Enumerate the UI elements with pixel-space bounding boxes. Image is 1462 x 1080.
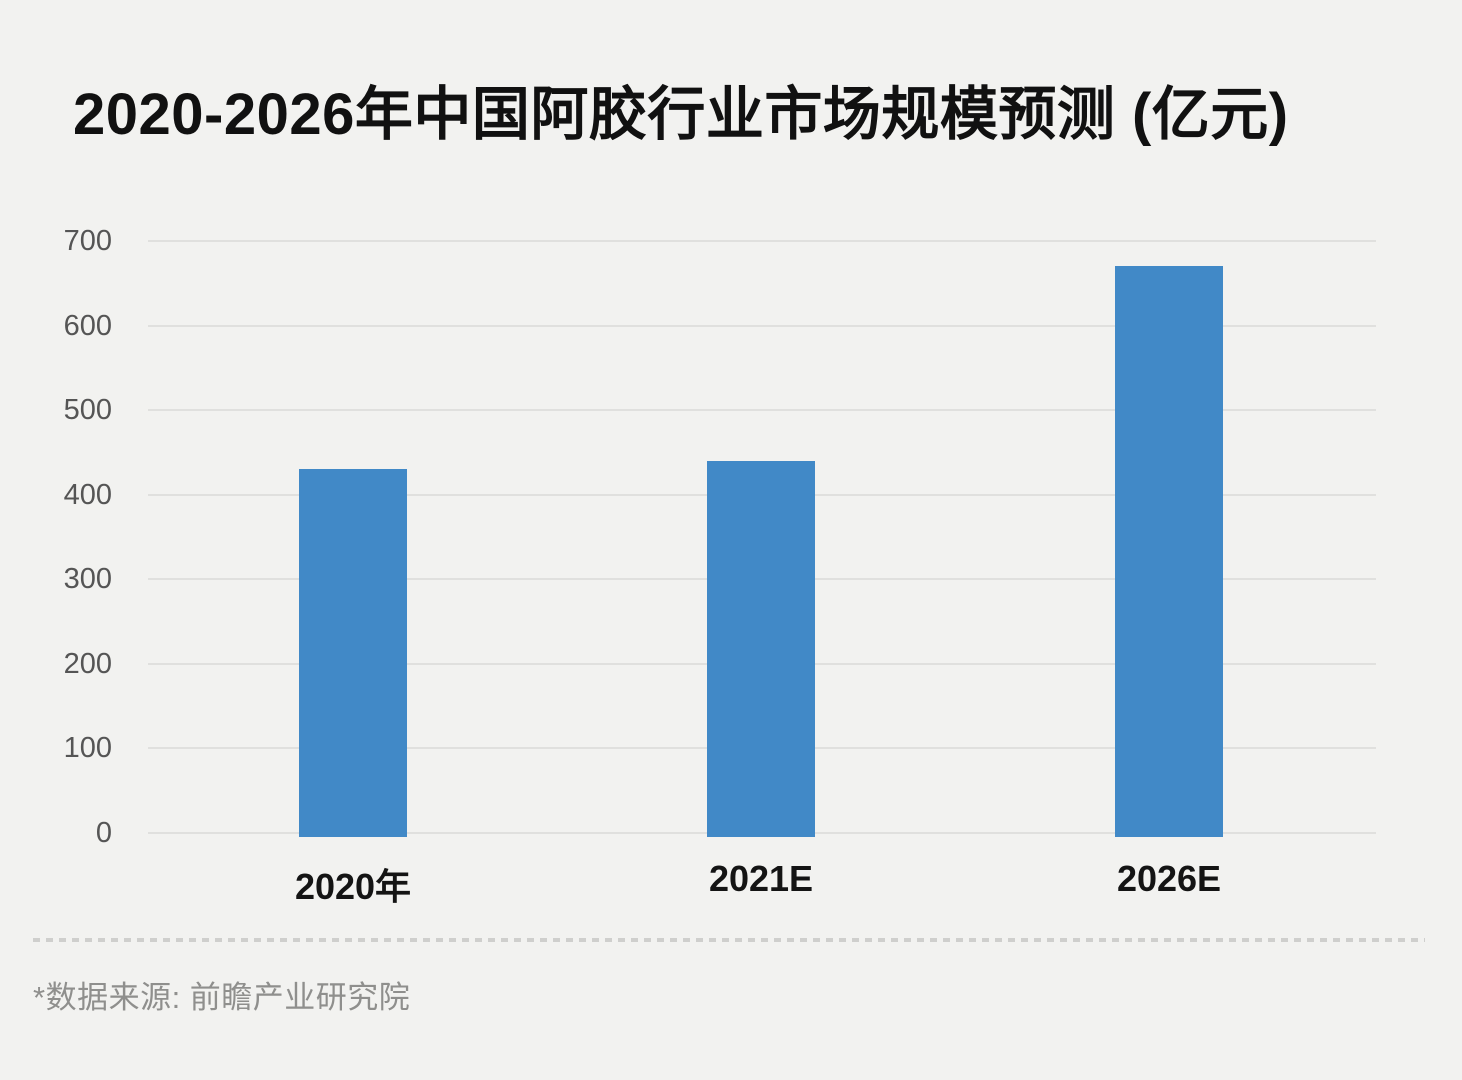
y-axis-tick-label: 600	[63, 309, 112, 342]
bar-2021E	[707, 460, 815, 837]
source-note: *数据来源: 前瞻产业研究院	[33, 980, 411, 1015]
y-axis-tick-label: 400	[63, 478, 112, 511]
chart-title: 2020-2026年中国阿胶行业市场规模预测 (亿元)	[73, 82, 1289, 147]
y-axis-tick-label: 700	[63, 225, 112, 257]
gridline-y600	[148, 324, 1376, 327]
x-axis-tick-label: 2021E	[708, 858, 814, 899]
dotted-divider	[33, 938, 1425, 942]
y-axis-tick-label: 300	[63, 563, 112, 596]
x-axis-tick-label: 2020年	[294, 866, 412, 907]
y-axis-tick-label: 500	[63, 394, 112, 427]
y-axis-tick-label: 200	[63, 647, 112, 680]
bar-2026E	[1115, 266, 1223, 837]
gridline-y500	[148, 409, 1376, 412]
y-axis-tick-label: 100	[63, 732, 112, 765]
bar-2020年	[299, 469, 407, 837]
gridline-y700	[148, 240, 1376, 242]
y-axis-tick-label: 0	[95, 817, 112, 849]
x-axis-tick-label: 2026E	[1116, 858, 1222, 899]
